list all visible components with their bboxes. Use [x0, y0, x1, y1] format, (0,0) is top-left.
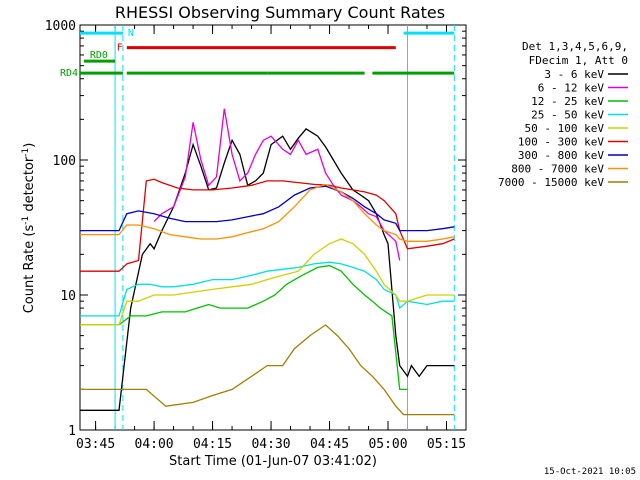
- segment-bars: NF RD0 RD4: [60, 28, 455, 79]
- y-tick-label: 10: [60, 289, 76, 304]
- vertical-markers: [114, 25, 455, 430]
- series-line: [80, 128, 455, 411]
- series-line: [80, 185, 455, 232]
- y-axis-title-exp1: -1: [21, 216, 31, 225]
- x-axis-title: Start Time (01-Jun-07 03:41:02): [169, 454, 377, 469]
- legend-entry: 50 - 100 keV: [525, 122, 605, 135]
- y-axis-title-exp2: -1: [21, 148, 31, 157]
- y-axis: 1 10 100 1000: [45, 19, 466, 439]
- legend-entry: 800 - 7000 keV: [511, 163, 604, 176]
- plot-frame: [79, 24, 467, 431]
- series-line: [153, 108, 401, 261]
- legend-entry: 3 - 6 keV: [544, 68, 604, 81]
- y-axis-title: Count Rate (s-1 detector-1): [21, 143, 37, 314]
- series-line: [80, 178, 455, 272]
- segment-label: N: [128, 28, 134, 39]
- legend-header-2: FDecim 1, Att 0: [529, 54, 628, 67]
- legend-entry: 300 - 800 keV: [518, 149, 604, 162]
- x-tick-label: 04:30: [251, 437, 290, 452]
- y-axis-title-mid: detector: [22, 156, 37, 216]
- x-tick-label: 04:45: [310, 437, 349, 452]
- date-stamp: 15-Oct-2021 10:05: [544, 467, 636, 477]
- series-line: [80, 238, 455, 326]
- x-tick-label: 04:00: [135, 437, 174, 452]
- segment-label: RD4: [60, 68, 78, 79]
- legend-entry: 12 - 25 keV: [531, 95, 604, 108]
- legend: Det 1,3,4,5,6,9, FDecim 1, Att 0 3 - 6 k…: [498, 40, 628, 189]
- x-tick-label: 05:15: [427, 437, 466, 452]
- series-line: [80, 324, 455, 416]
- y-tick-label: 1000: [45, 19, 76, 34]
- y-axis-title-main: Count Rate (s: [22, 225, 37, 314]
- segment-label: F: [117, 43, 123, 54]
- legend-entry: 7000 - 15000 keV: [498, 176, 604, 189]
- series-lines: [80, 108, 455, 416]
- series-line: [80, 264, 408, 391]
- x-tick-label: 05:00: [368, 437, 407, 452]
- x-tick-label: 04:15: [193, 437, 232, 452]
- chart-title: RHESSI Observing Summary Count Rates: [115, 3, 445, 22]
- y-tick-label: 100: [53, 154, 76, 169]
- x-axis: 03:45 04:00 04:15 04:30 04:45 05:00 05:15: [76, 25, 467, 452]
- segment-label: RD0: [90, 50, 108, 61]
- y-axis-title-end: ): [22, 143, 37, 148]
- legend-entry: 25 - 50 keV: [531, 109, 604, 122]
- series-line: [80, 261, 455, 317]
- legend-header-1: Det 1,3,4,5,6,9,: [522, 40, 628, 53]
- legend-entry: 6 - 12 keV: [538, 82, 605, 95]
- series-line: [80, 183, 455, 242]
- legend-entry: 100 - 300 keV: [518, 136, 604, 149]
- y-tick-label: 1: [68, 424, 76, 439]
- x-tick-label: 03:45: [76, 437, 115, 452]
